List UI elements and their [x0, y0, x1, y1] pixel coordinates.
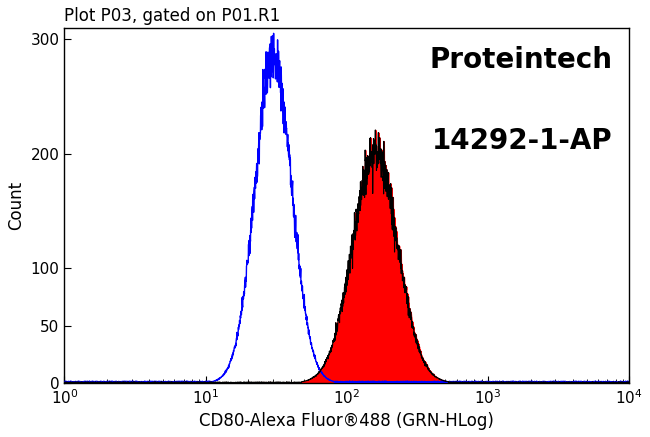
X-axis label: CD80-Alexa Fluor®488 (GRN-HLog): CD80-Alexa Fluor®488 (GRN-HLog): [200, 412, 494, 430]
Text: Plot P03, gated on P01.R1: Plot P03, gated on P01.R1: [64, 7, 281, 25]
Text: 14292-1-AP: 14292-1-AP: [432, 127, 612, 155]
Y-axis label: Count: Count: [7, 181, 25, 230]
Text: Proteintech: Proteintech: [429, 45, 612, 74]
